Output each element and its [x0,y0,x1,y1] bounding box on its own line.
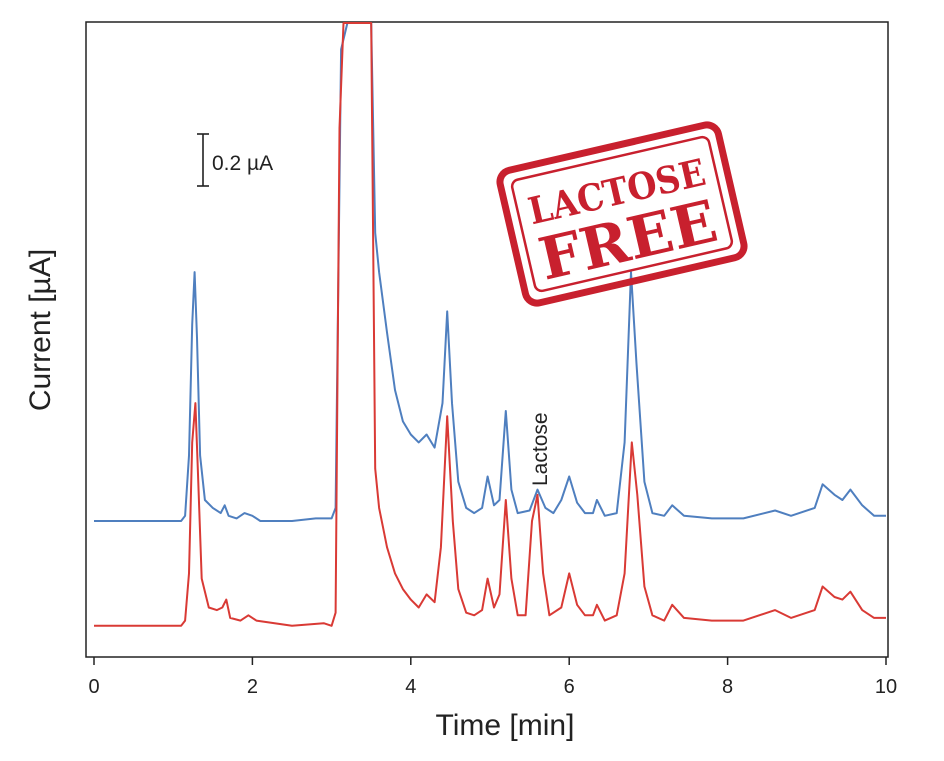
x-tick-label: 6 [564,676,575,698]
y-axis-label: Current [µA] [24,249,57,411]
series-line-1 [94,22,886,522]
series-line-2 [94,22,886,627]
scale-bar-label: 0.2 µA [212,152,273,175]
scale-bar: 0.2 µA [197,133,273,187]
stamp-outer-border [496,121,748,307]
plot-frame [85,21,889,658]
x-axis-label: Time [min] [436,709,575,742]
lactose-peak-label: Lactose [529,412,552,486]
x-tick-label: 10 [875,676,897,698]
x-tick-label: 2 [247,676,258,698]
x-tick-label: 4 [405,676,416,698]
series-layer [94,22,886,627]
x-tick-label: 0 [88,676,99,698]
x-tick-label: 8 [722,676,733,698]
x-axis: 0 2 4 6 8 10 [88,657,897,698]
lactose-free-stamp: LACTOSE FREE [496,121,748,307]
stamp-inner-border [510,135,734,293]
plot-area [85,21,889,658]
